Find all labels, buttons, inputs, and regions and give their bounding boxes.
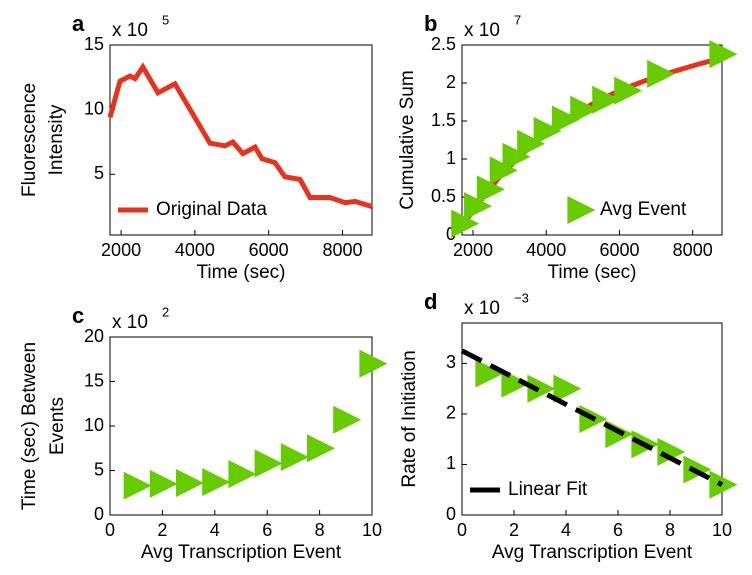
marker [502, 142, 531, 171]
x-axis-label: Avg Transcription Event [141, 542, 342, 563]
marker [228, 460, 257, 489]
axis-exponent: 7 [514, 12, 521, 27]
x-tick-label: 10 [712, 520, 732, 540]
y-tick-label: 5 [94, 459, 104, 479]
marker [592, 85, 621, 114]
y-axis-label: Events [47, 397, 68, 455]
marker [254, 449, 283, 478]
legend-label: Linear Fit [508, 479, 588, 500]
x-tick-label: 4 [561, 520, 571, 540]
marker [533, 116, 562, 145]
marker [307, 434, 336, 463]
axes-box [461, 322, 723, 516]
x-tick-label: 8000 [322, 240, 362, 260]
x-tick-label: 2000 [101, 240, 141, 260]
marker [202, 468, 231, 497]
fit-line [460, 348, 724, 487]
x-tick-label: 4000 [526, 240, 566, 260]
y-tick-label: 15 [84, 370, 104, 390]
marker [553, 374, 582, 403]
legend-label: Avg Event [600, 199, 687, 220]
panel-label: d [424, 289, 437, 314]
legend-label: Original Data [156, 199, 267, 220]
y-axis-label: Time (sec) Between [19, 342, 40, 510]
x-tick-label: 2000 [453, 240, 493, 260]
legend-marker [567, 195, 596, 225]
x-tick-label: 6000 [249, 240, 289, 260]
y-tick-label: 2 [446, 403, 456, 423]
axis-multiplier: x 10 [112, 312, 148, 333]
axis-multiplier: x 10 [464, 298, 500, 319]
panel-label: c [72, 303, 84, 328]
axes-box [109, 44, 373, 236]
axes-box [109, 336, 373, 516]
axis-multiplier: x 10 [112, 20, 148, 41]
y-tick-label: 2.5 [431, 34, 456, 54]
marker [475, 359, 504, 388]
axis-exponent: 5 [162, 12, 169, 27]
y-tick-label: 0 [94, 504, 104, 524]
x-axis-label: Avg Transcription Event [492, 542, 693, 563]
marker [647, 59, 676, 88]
x-tick-label: 4000 [175, 240, 215, 260]
x-tick-label: 8 [665, 520, 675, 540]
y-axis-label: Rate of Initiation [399, 350, 420, 487]
x-tick-label: 6 [262, 520, 272, 540]
y-axis-label: Fluorescence [19, 83, 40, 197]
marker [551, 105, 580, 134]
y-tick-label: 0 [446, 224, 456, 244]
x-tick-label: 8000 [673, 240, 713, 260]
y-tick-label: 1 [446, 148, 456, 168]
axes-box [461, 44, 723, 236]
data-line [107, 62, 373, 209]
x-axis-label: Time (sec) [547, 262, 636, 283]
x-tick-label: 2 [157, 520, 167, 540]
x-tick-label: 8 [315, 520, 325, 540]
marker [709, 470, 738, 499]
x-tick-label: 6000 [599, 240, 639, 260]
y-tick-label: 1 [446, 453, 456, 473]
x-tick-label: 2 [509, 520, 519, 540]
marker [333, 405, 362, 434]
y-tick-label: 0 [446, 504, 456, 524]
x-tick-label: 0 [457, 520, 467, 540]
panel: b x 10 7 Time (sec) Cumulative Sum 2000 4000 60… [397, 11, 738, 283]
x-tick-label: 10 [362, 520, 382, 540]
y-tick-label: 2 [446, 72, 456, 92]
x-tick-label: 6 [613, 520, 623, 540]
marker [149, 469, 178, 498]
axis-exponent: 2 [162, 304, 169, 319]
axis-multiplier: x 10 [464, 20, 500, 41]
panel-label: b [424, 11, 437, 36]
y-axis-label: Cumulative Sum [397, 70, 418, 209]
marker [709, 40, 738, 69]
y-tick-label: 15 [84, 34, 104, 54]
panel-label: a [72, 11, 85, 36]
y-tick-label: 3 [446, 352, 456, 372]
marker [280, 443, 309, 472]
x-axis-label: Time (sec) [196, 262, 285, 283]
marker [527, 374, 556, 403]
y-tick-label: 10 [84, 98, 104, 118]
y-tick-label: 5 [94, 163, 104, 183]
marker [517, 129, 546, 158]
y-tick-label: 20 [84, 326, 104, 346]
y-tick-label: 10 [84, 415, 104, 435]
x-tick-label: 0 [105, 520, 115, 540]
panel: d x 10 −3 Avg Transcription Event Rate of In… [399, 289, 738, 563]
marker [614, 76, 643, 105]
panel: a x 10 5 Time (sec) Fluorescence Intensity 200… [19, 11, 373, 283]
axis-exponent: −3 [514, 290, 529, 305]
marker [359, 349, 388, 378]
marker [570, 95, 599, 124]
marker [176, 468, 205, 497]
x-tick-label: 4 [210, 520, 220, 540]
y-tick-label: 1.5 [431, 110, 456, 130]
marker [123, 471, 152, 500]
y-axis-label: Intensity [46, 104, 67, 175]
y-tick-label: 0.5 [431, 186, 456, 206]
